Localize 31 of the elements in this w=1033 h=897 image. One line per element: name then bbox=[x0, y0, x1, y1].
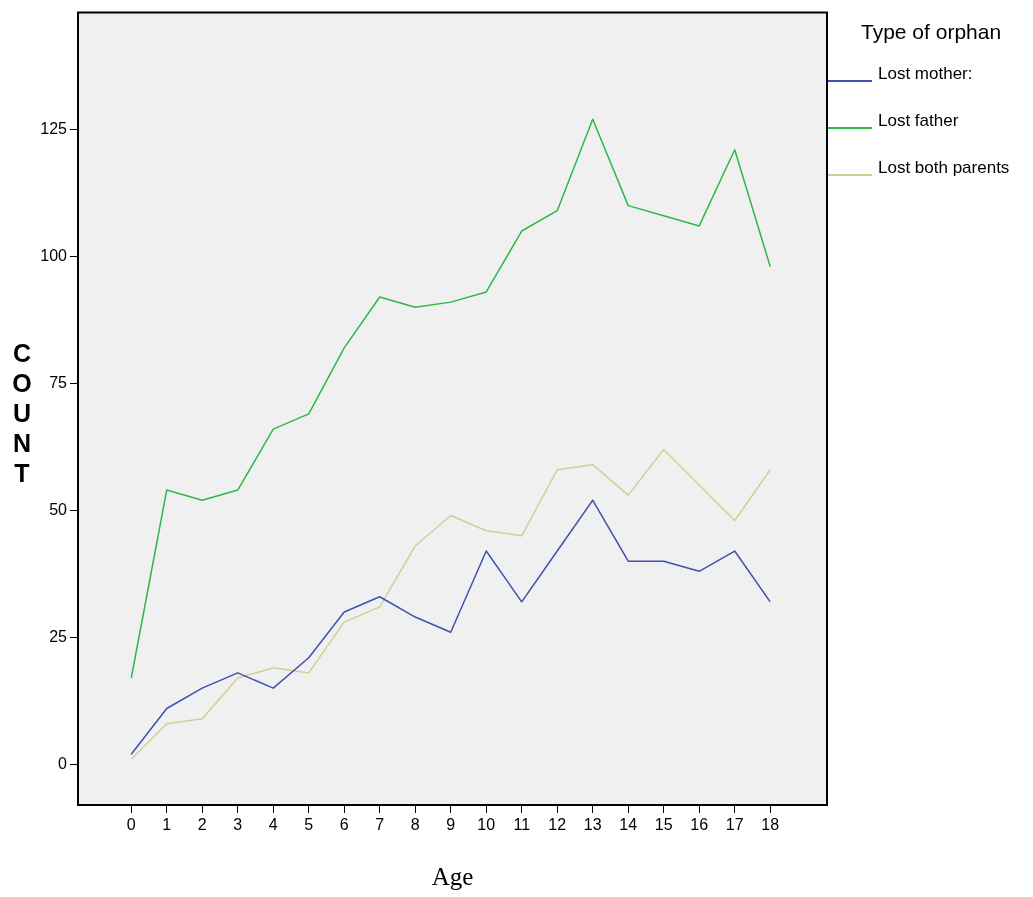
legend-label: Lost father bbox=[878, 110, 959, 131]
y-tick-label: 125 bbox=[40, 119, 68, 137]
y-tick-label: 0 bbox=[58, 754, 68, 772]
x-tick-label: 14 bbox=[619, 816, 638, 834]
y-axis-title: COUNT bbox=[11, 338, 33, 488]
x-tick-label: 10 bbox=[477, 816, 496, 834]
x-tick-label: 3 bbox=[233, 816, 243, 834]
x-tick-label: 0 bbox=[126, 816, 136, 834]
x-tick-label: 15 bbox=[654, 816, 673, 834]
x-axis-title: Age bbox=[431, 862, 474, 890]
x-tick-label: 8 bbox=[410, 816, 420, 834]
x-tick-label: 16 bbox=[690, 816, 709, 834]
y-tick-label: 75 bbox=[49, 373, 68, 391]
legend-label: Lost both parents bbox=[878, 157, 1010, 178]
x-tick-label: 7 bbox=[375, 816, 385, 834]
x-tick-label: 18 bbox=[761, 816, 780, 834]
y-tick-label: 25 bbox=[49, 627, 68, 645]
legend-title: Type of orphan bbox=[861, 20, 1003, 44]
x-tick-label: 13 bbox=[583, 816, 602, 834]
x-tick-label: 1 bbox=[162, 816, 172, 834]
x-tick-label: 17 bbox=[725, 816, 744, 834]
y-tick-label: 50 bbox=[49, 500, 68, 518]
x-tick-label: 4 bbox=[268, 816, 278, 834]
x-tick-label: 6 bbox=[339, 816, 349, 834]
legend-label: Lost mother: bbox=[878, 63, 973, 84]
x-tick-label: 9 bbox=[446, 816, 456, 834]
x-tick-label: 11 bbox=[513, 816, 531, 834]
y-tick-label: 100 bbox=[40, 246, 68, 264]
x-tick-label: 2 bbox=[197, 816, 207, 834]
x-tick-label: 12 bbox=[548, 816, 567, 834]
x-tick-label: 5 bbox=[304, 816, 314, 834]
